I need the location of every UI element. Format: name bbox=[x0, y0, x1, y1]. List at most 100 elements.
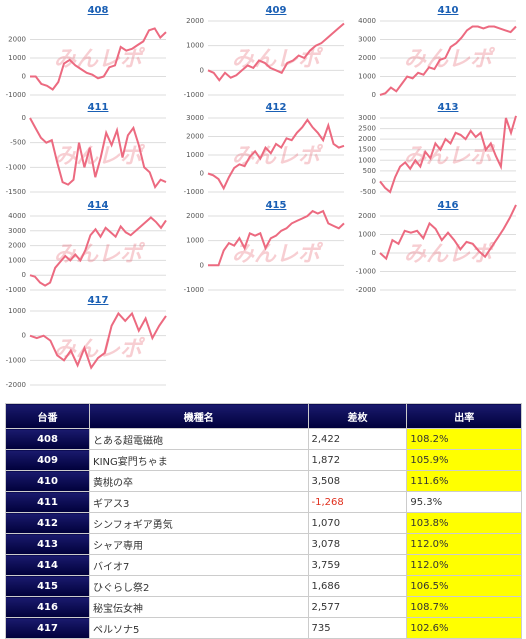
table-row: 414 バイオ7 3,759 112.0% bbox=[4, 554, 522, 576]
chart-title[interactable]: 408 bbox=[88, 5, 109, 16]
watermark: みんレポ bbox=[404, 143, 496, 169]
table-row: 409 KING宴門ちゃま 1,872 105.9% bbox=[4, 449, 522, 471]
y-tick-label: -500 bbox=[360, 188, 376, 196]
charts: 408 -1000 0 1000 2000 みんレポ 409 -1000 0 1000 2000 みん… bbox=[6, 5, 517, 389]
series-line bbox=[29, 216, 167, 287]
machine-number: 411 bbox=[4, 491, 91, 513]
machine-number: 408 bbox=[4, 428, 91, 450]
y-tick-label: 2000 bbox=[186, 133, 204, 141]
header-cell: 差枚 bbox=[307, 403, 408, 429]
y-tick-label: -1000 bbox=[184, 286, 204, 294]
y-tick-label: 1000 bbox=[358, 231, 376, 239]
payout-rate: 108.7% bbox=[406, 596, 522, 618]
y-tick-label: 0 bbox=[22, 271, 26, 279]
chart-title[interactable]: 414 bbox=[88, 200, 109, 211]
series-line bbox=[29, 311, 167, 370]
y-tick-label: -1000 bbox=[184, 188, 204, 196]
machine-name: ギアス3 bbox=[89, 491, 309, 513]
chart-title[interactable]: 417 bbox=[88, 295, 109, 306]
y-tick-label: -2000 bbox=[356, 286, 376, 294]
y-tick-label: 2000 bbox=[8, 242, 26, 250]
machine-name: KING宴門ちゃま bbox=[89, 449, 309, 471]
y-tick-label: 500 bbox=[363, 167, 376, 175]
y-tick-label: 0 bbox=[200, 261, 204, 269]
y-tick-label: 2000 bbox=[186, 212, 204, 220]
y-tick-label: 2000 bbox=[8, 36, 26, 44]
watermark: みんレポ bbox=[54, 143, 146, 169]
y-tick-label: 0 bbox=[372, 177, 376, 185]
series-line bbox=[208, 209, 345, 267]
watermark: みんレポ bbox=[54, 46, 146, 72]
machine-number: 409 bbox=[4, 449, 91, 471]
payout-rate: 112.0% bbox=[406, 533, 522, 555]
coin-diff: 2,422 bbox=[307, 428, 408, 450]
machine-number: 412 bbox=[4, 512, 91, 534]
coin-diff: 2,577 bbox=[307, 596, 408, 618]
payout-rate: 105.9% bbox=[406, 449, 522, 471]
y-tick-label: 0 bbox=[372, 91, 376, 99]
chart-title[interactable]: 416 bbox=[438, 200, 459, 211]
coin-diff: 3,078 bbox=[307, 533, 408, 555]
table-row: 408 とある超電磁砲 2,422 108.2% bbox=[4, 428, 522, 450]
payout-rate: 103.8% bbox=[406, 512, 522, 534]
table-row: 411 ギアス3 -1,268 95.3% bbox=[4, 491, 522, 513]
table-row: 410 黄桃の卒 3,508 111.6% bbox=[4, 470, 522, 492]
series-line bbox=[207, 118, 345, 191]
chart-title[interactable]: 411 bbox=[88, 102, 109, 113]
watermark: みんレポ bbox=[232, 143, 324, 169]
machine-number: 417 bbox=[4, 617, 91, 639]
machine-number: 410 bbox=[4, 470, 91, 492]
y-tick-label: 3000 bbox=[8, 227, 26, 235]
y-tick-label: -1000 bbox=[184, 91, 204, 99]
y-tick-label: 1000 bbox=[186, 42, 204, 50]
series-line bbox=[207, 22, 345, 82]
chart-title[interactable]: 412 bbox=[266, 102, 287, 113]
y-tick-label: -1500 bbox=[6, 188, 26, 196]
y-tick-label: 2000 bbox=[186, 17, 204, 25]
header-cell: 台番 bbox=[4, 403, 91, 429]
machine-name: シャア専用 bbox=[89, 533, 309, 555]
y-tick-label: 3000 bbox=[358, 36, 376, 44]
coin-diff: 735 bbox=[307, 617, 408, 639]
coin-diff: -1,268 bbox=[307, 491, 408, 513]
coin-diff: 3,759 bbox=[307, 554, 408, 576]
series-line bbox=[29, 117, 167, 190]
y-tick-label: 0 bbox=[200, 66, 204, 74]
y-tick-label: -1000 bbox=[6, 91, 26, 99]
payout-rate: 108.2% bbox=[406, 428, 522, 450]
coin-diff: 1,070 bbox=[307, 512, 408, 534]
watermark: みんレポ bbox=[54, 241, 146, 267]
y-tick-label: -1000 bbox=[6, 356, 26, 364]
machine-name: シンフォギア勇気 bbox=[89, 512, 309, 534]
series-line bbox=[30, 27, 167, 91]
machine-number: 413 bbox=[4, 533, 91, 555]
machine-name: とある超電磁砲 bbox=[89, 428, 309, 450]
payout-rate: 111.6% bbox=[406, 470, 522, 492]
y-tick-label: 3000 bbox=[358, 114, 376, 122]
y-tick-label: -1000 bbox=[6, 163, 26, 171]
y-tick-label: 1000 bbox=[186, 237, 204, 245]
table-row: 416 秘宝伝女神 2,577 108.7% bbox=[4, 596, 522, 618]
machine-name: バイオ7 bbox=[89, 554, 309, 576]
table-row: 417 ペルソナ5 735 102.6% bbox=[4, 617, 522, 639]
payout-rate: 112.0% bbox=[406, 554, 522, 576]
machine-name: 秘宝伝女神 bbox=[89, 596, 309, 618]
machine-name: 黄桃の卒 bbox=[89, 470, 309, 492]
series-line bbox=[379, 115, 517, 194]
coin-diff: 1,872 bbox=[307, 449, 408, 471]
machine-name: ペルソナ5 bbox=[89, 617, 309, 639]
watermark: みんレポ bbox=[54, 336, 146, 362]
chart-title[interactable]: 410 bbox=[438, 5, 459, 16]
payout-rate: 102.6% bbox=[406, 617, 522, 639]
coin-diff: 3,508 bbox=[307, 470, 408, 492]
y-tick-label: -1000 bbox=[356, 268, 376, 276]
y-tick-label: 0 bbox=[372, 249, 376, 257]
chart-title[interactable]: 415 bbox=[266, 200, 287, 211]
chart-title[interactable]: 409 bbox=[266, 5, 287, 16]
coin-diff: 1,686 bbox=[307, 575, 408, 597]
machine-number: 414 bbox=[4, 554, 91, 576]
payout-rate: 95.3% bbox=[406, 491, 522, 513]
chart-title[interactable]: 413 bbox=[438, 102, 459, 113]
header-cell: 出率 bbox=[406, 403, 522, 429]
